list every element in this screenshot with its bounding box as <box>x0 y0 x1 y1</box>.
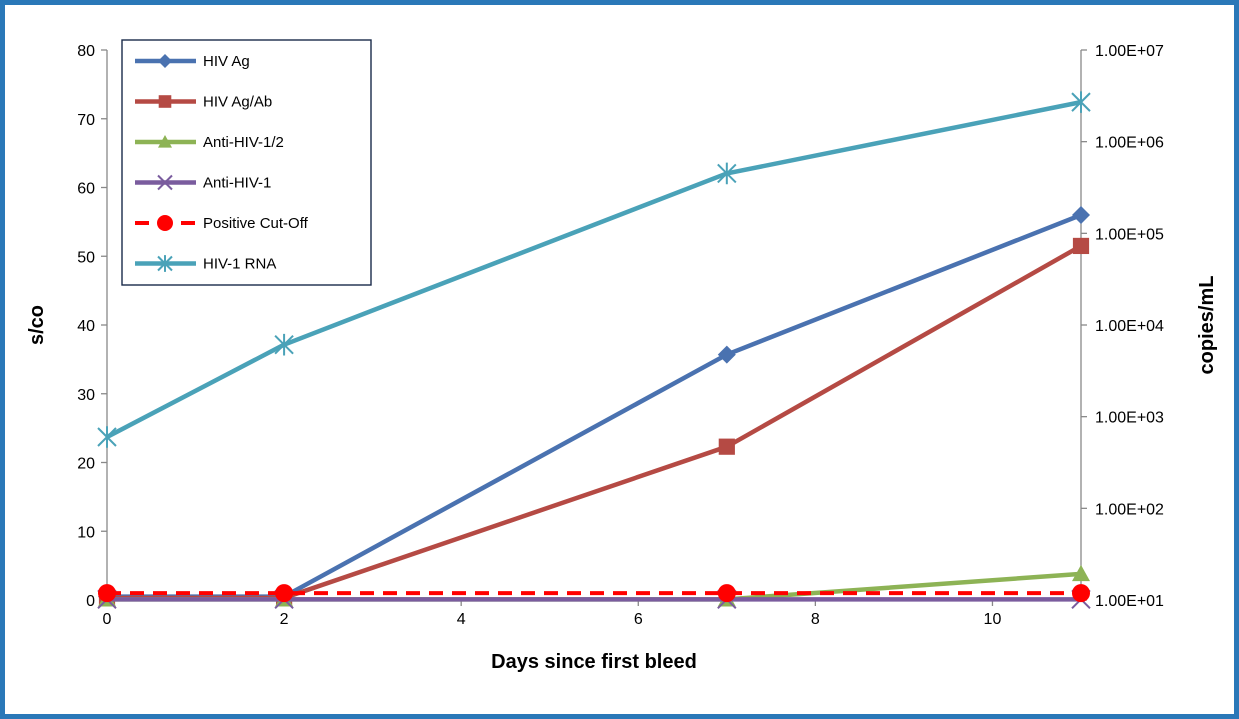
y-tick-label: 80 <box>77 43 95 60</box>
x-tick-label: 0 <box>103 611 112 628</box>
data-point <box>1072 206 1090 224</box>
data-point <box>1071 91 1091 113</box>
legend-label: HIV-1 RNA <box>203 256 276 273</box>
data-point <box>274 333 294 356</box>
legend-marker <box>157 255 173 272</box>
y2-tick-label: 1.00E+02 <box>1095 501 1164 518</box>
y2-tick-label: 1.00E+07 <box>1095 43 1164 60</box>
axes: 0 10 20 30 40 50 60 70 80 0 2 4 6 8 10 1.00E+01 1.00E+02… <box>77 43 1164 628</box>
legend-marker <box>157 174 173 191</box>
y2-tick-label: 1.00E+01 <box>1095 593 1164 610</box>
legend-label: Anti-HIV-1/2 <box>203 134 284 151</box>
y-tick-label: 40 <box>77 318 95 335</box>
legend-item: Anti-HIV-1/2 <box>135 134 284 151</box>
data-point <box>718 438 735 455</box>
y-tick-label: 0 <box>86 593 95 610</box>
legend-item: HIV-1 RNA <box>135 255 276 273</box>
data-point <box>717 345 736 364</box>
legend-marker <box>158 135 172 148</box>
legend-label: Positive Cut-Off <box>203 215 309 232</box>
data-point <box>1072 564 1090 582</box>
data-point <box>97 426 117 448</box>
legend-label: HIV Ag/Ab <box>203 94 272 111</box>
legend-item: HIV Ag/Ab <box>135 94 272 111</box>
legend-label: HIV Ag <box>203 53 250 70</box>
data-point <box>275 584 294 603</box>
x-tick-label: 8 <box>811 611 820 628</box>
y2-tick-label: 1.00E+06 <box>1095 135 1164 152</box>
y2-tick-label: 1.00E+03 <box>1095 410 1164 427</box>
series-hiv-ag-ab <box>98 237 1090 607</box>
y-tick-label: 50 <box>77 249 95 266</box>
legend: HIV Ag HIV Ag/Ab Anti-HIV-1/2 Anti-HIV-1 Pos… <box>121 39 372 286</box>
y-tick-label: 10 <box>77 524 95 541</box>
line-chart: 0 10 20 30 40 50 60 70 80 0 2 4 6 8 10 1.00E+01 1.00E+02… <box>26 39 1218 673</box>
series-line <box>105 99 1082 439</box>
legend-item: HIV Ag <box>135 53 250 70</box>
y-tick-label: 30 <box>77 387 95 404</box>
y2-tick-label: 1.00E+05 <box>1095 226 1164 243</box>
data-point <box>717 162 737 185</box>
y2-tick-label: 1.00E+04 <box>1095 318 1164 335</box>
y-tick-label: 20 <box>77 456 95 473</box>
y2-axis-title: copies/mL <box>1196 276 1218 375</box>
y-tick-label: 70 <box>77 112 95 129</box>
legend-box <box>121 39 372 286</box>
legend-marker <box>158 54 172 68</box>
legend-item: Positive Cut-Off <box>135 215 309 232</box>
x-tick-label: 2 <box>280 611 289 628</box>
series-layer <box>97 91 1091 610</box>
series-hiv-1-rna <box>97 91 1091 448</box>
data-point <box>1072 584 1090 603</box>
series-line <box>107 243 1083 601</box>
x-tick-label: 6 <box>634 611 643 628</box>
legend-marker <box>157 215 173 231</box>
legend-label: Anti-HIV-1 <box>203 175 271 192</box>
x-tick-label: 10 <box>984 611 1002 628</box>
data-point <box>98 584 116 603</box>
legend-marker <box>158 95 172 108</box>
data-point <box>1072 237 1090 255</box>
x-axis-title: Days since first bleed <box>491 651 697 673</box>
series-positive-cut-off <box>98 584 1090 603</box>
y-tick-label: 60 <box>77 181 95 198</box>
y-axis-title: s/co <box>26 305 48 345</box>
legend-item: Anti-HIV-1 <box>135 175 271 192</box>
x-tick-label: 4 <box>457 611 466 628</box>
data-point <box>717 584 736 603</box>
